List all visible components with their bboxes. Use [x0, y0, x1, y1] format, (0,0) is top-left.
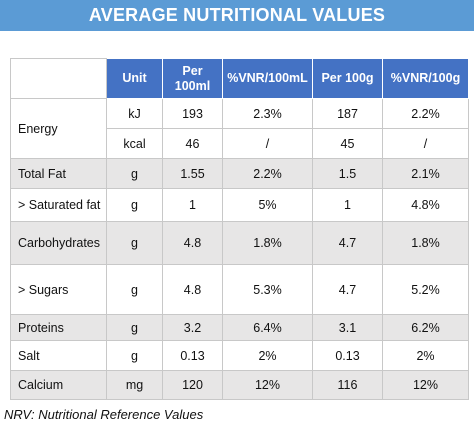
cell-sugars-unit: g	[106, 264, 163, 315]
cell-calcium-unit: mg	[106, 370, 163, 400]
row-name-total-fat: Total Fat	[10, 158, 107, 189]
cell-total-fat-vnr100ml: 2.2%	[222, 158, 313, 189]
cell-saturated-fat-per100ml: 1	[162, 188, 223, 222]
nutrition-table: Unit Per 100ml %VNR/100mL Per 100g %VNR/1…	[10, 58, 469, 400]
cell-energy-kj-per100ml: 193	[162, 98, 223, 129]
table-row-saturated-fat: > Saturated fat g 1 5% 1 4.8%	[10, 188, 469, 222]
table-row-proteins: Proteins g 3.2 6.4% 3.1 6.2%	[10, 314, 469, 341]
cell-proteins-vnr100g: 6.2%	[382, 314, 469, 341]
table-row-energy-kcal: kcal 46 / 45 /	[11, 128, 469, 159]
header-blank-cell	[10, 58, 107, 99]
header-vnr-100g: %VNR/100g	[382, 58, 469, 99]
cell-proteins-unit: g	[106, 314, 163, 341]
cell-calcium-per100ml: 120	[162, 370, 223, 400]
footnote: NRV: Nutritional Reference Values	[4, 407, 204, 422]
cell-energy-kj-vnr100g: 2.2%	[382, 98, 469, 129]
cell-sugars-per100ml: 4.8	[162, 264, 223, 315]
cell-calcium-vnr100ml: 12%	[222, 370, 313, 400]
table-row-salt: Salt g 0.13 2% 0.13 2%	[10, 340, 469, 371]
cell-saturated-fat-unit: g	[106, 188, 163, 222]
cell-energy-kcal-vnr100g: /	[382, 128, 469, 159]
table-row-sugars: > Sugars g 4.8 5.3% 4.7 5.2%	[10, 264, 469, 315]
header-vnr-100ml: %VNR/100mL	[222, 58, 313, 99]
cell-sugars-vnr100g: 5.2%	[382, 264, 469, 315]
cell-total-fat-per100ml: 1.55	[162, 158, 223, 189]
cell-energy-kj-per100g: 187	[312, 98, 383, 129]
cell-salt-vnr100g: 2%	[382, 340, 469, 371]
cell-energy-kj-vnr100ml: 2.3%	[222, 98, 313, 129]
cell-energy-kcal-vnr100ml: /	[222, 128, 313, 159]
cell-calcium-per100g: 116	[312, 370, 383, 400]
cell-saturated-fat-vnr100g: 4.8%	[382, 188, 469, 222]
cell-sugars-per100g: 4.7	[312, 264, 383, 315]
cell-energy-kcal-per100g: 45	[312, 128, 383, 159]
row-name-salt: Salt	[10, 340, 107, 371]
cell-proteins-per100g: 3.1	[312, 314, 383, 341]
cell-saturated-fat-vnr100ml: 5%	[222, 188, 313, 222]
row-name-proteins: Proteins	[10, 314, 107, 341]
header-unit: Unit	[106, 58, 163, 99]
table-row-energy-kj: Energy kJ 193 2.3% 187 2.2%	[10, 98, 469, 159]
cell-total-fat-unit: g	[106, 158, 163, 189]
cell-total-fat-vnr100g: 2.1%	[382, 158, 469, 189]
cell-energy-kj-unit: kJ	[106, 98, 163, 129]
table-row-carbohydrates: Carbohydrates g 4.8 1.8% 4.7 1.8%	[10, 221, 469, 265]
header-per-100ml-line1: Per	[182, 63, 203, 78]
header-per-100ml-line2: 100ml	[174, 78, 211, 93]
cell-carbohydrates-vnr100ml: 1.8%	[222, 221, 313, 265]
cell-salt-unit: g	[106, 340, 163, 371]
cell-calcium-vnr100g: 12%	[382, 370, 469, 400]
cell-carbohydrates-unit: g	[106, 221, 163, 265]
cell-sugars-vnr100ml: 5.3%	[222, 264, 313, 315]
row-name-energy: Energy	[10, 98, 107, 159]
row-name-calcium: Calcium	[10, 370, 107, 400]
table-row-total-fat: Total Fat g 1.55 2.2% 1.5 2.1%	[10, 158, 469, 189]
cell-proteins-per100ml: 3.2	[162, 314, 223, 341]
header-per-100g: Per 100g	[312, 58, 383, 99]
row-name-saturated-fat: > Saturated fat	[10, 188, 107, 222]
cell-energy-kcal-per100ml: 46	[162, 128, 223, 159]
cell-carbohydrates-per100g: 4.7	[312, 221, 383, 265]
header-per-100ml: Per 100ml	[162, 58, 223, 99]
cell-energy-kcal-unit: kcal	[106, 128, 163, 159]
cell-salt-per100ml: 0.13	[162, 340, 223, 371]
nutrition-panel: Unit Per 100ml %VNR/100mL Per 100g %VNR/1…	[0, 31, 474, 406]
cell-carbohydrates-per100ml: 4.8	[162, 221, 223, 265]
row-name-sugars: > Sugars	[10, 264, 107, 315]
table-title: AVERAGE NUTRITIONAL VALUES	[0, 0, 474, 31]
cell-salt-vnr100ml: 2%	[222, 340, 313, 371]
cell-carbohydrates-vnr100g: 1.8%	[382, 221, 469, 265]
header-row: Unit Per 100ml %VNR/100mL Per 100g %VNR/1…	[10, 58, 469, 99]
cell-salt-per100g: 0.13	[312, 340, 383, 371]
cell-saturated-fat-per100g: 1	[312, 188, 383, 222]
row-name-carbohydrates: Carbohydrates	[10, 221, 107, 265]
cell-proteins-vnr100ml: 6.4%	[222, 314, 313, 341]
cell-total-fat-per100g: 1.5	[312, 158, 383, 189]
table-row-calcium: Calcium mg 120 12% 116 12%	[10, 370, 469, 400]
